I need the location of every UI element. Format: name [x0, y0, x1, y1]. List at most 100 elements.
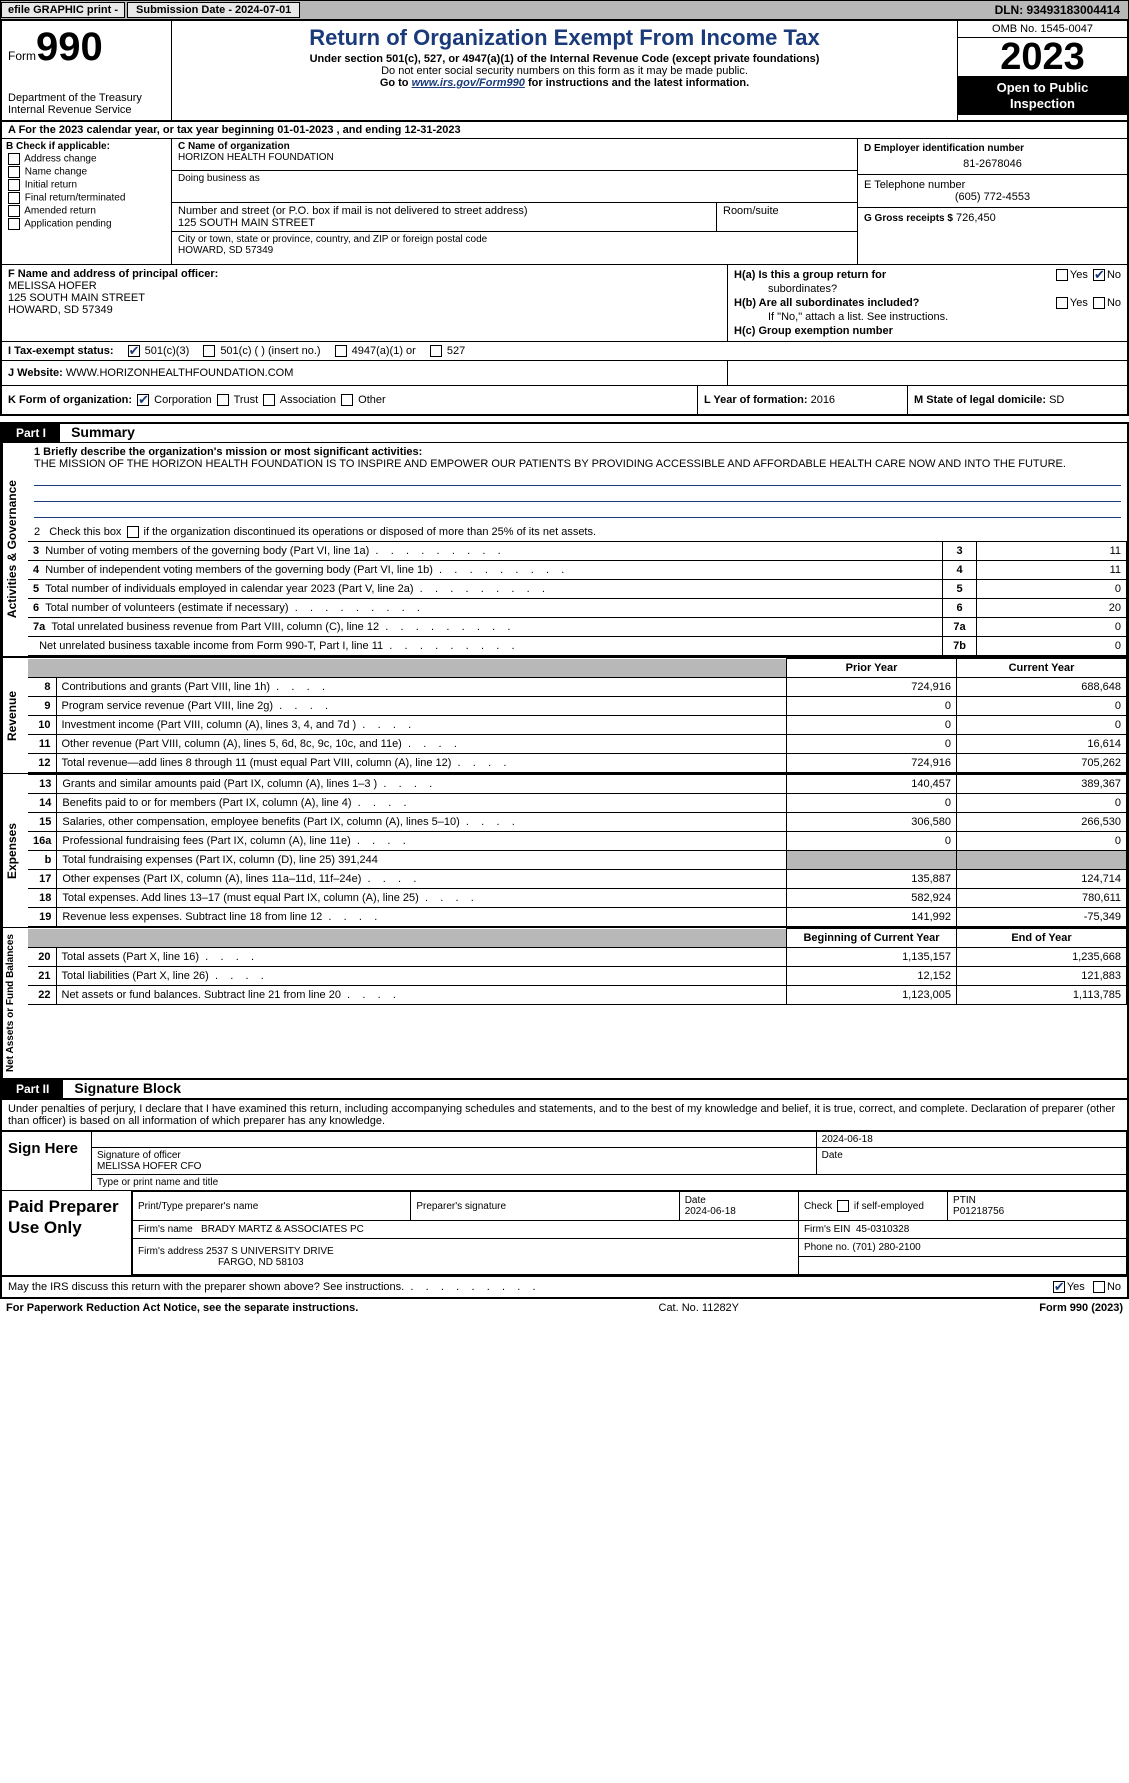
mission-lbl: 1 Briefly describe the organization's mi… — [34, 446, 422, 458]
domicile-val: SD — [1049, 394, 1064, 406]
firm-addr1: 2537 S UNIVERSITY DRIVE — [206, 1246, 334, 1257]
open-inspection: Open to Public Inspection — [958, 76, 1127, 115]
table-row: 14Benefits paid to or for members (Part … — [28, 794, 1127, 813]
chk-501c3[interactable] — [128, 345, 140, 357]
goto-suffix: for instructions and the latest informat… — [525, 77, 749, 89]
form-org-lbl: K Form of organization: — [8, 394, 132, 406]
hb-no[interactable] — [1093, 297, 1105, 309]
inspect-line2: Inspection — [1010, 96, 1075, 111]
chk-address-change[interactable] — [8, 153, 20, 165]
table-row: 22Net assets or fund balances. Subtract … — [28, 986, 1127, 1005]
line2-text: 2 Check this box if the organization dis… — [34, 526, 596, 538]
mission-rule1 — [34, 472, 1121, 486]
chk-amended-return[interactable] — [8, 205, 20, 217]
form-header: Form990 Department of the Treasury Inter… — [0, 20, 1129, 122]
chk-name-change[interactable] — [8, 166, 20, 178]
lbl-address-change: Address change — [24, 154, 96, 165]
netassets-table: Beginning of Current Year End of Year 20… — [28, 928, 1127, 1005]
efile-btn[interactable]: efile GRAPHIC print - — [1, 2, 125, 18]
table-row: 15Salaries, other compensation, employee… — [28, 813, 1127, 832]
ha-yes[interactable] — [1056, 269, 1068, 281]
table-row: 9Program service revenue (Part VIII, lin… — [28, 697, 1127, 716]
chk-self-employed[interactable] — [837, 1200, 849, 1212]
firm-name-lbl: Firm's name — [138, 1224, 193, 1235]
irs-label: Internal Revenue Service — [8, 104, 165, 116]
opt-501c: 501(c) ( ) (insert no.) — [220, 345, 320, 357]
chk-final-return[interactable] — [8, 192, 20, 204]
section-klm: K Form of organization: Corporation Trus… — [0, 386, 1129, 416]
discuss-no[interactable] — [1093, 1281, 1105, 1293]
year-formation-val: 2016 — [811, 394, 835, 406]
opt-527: 527 — [447, 345, 465, 357]
type-name-lbl: Type or print name and title — [92, 1175, 1127, 1191]
table-row: 18Total expenses. Add lines 13–17 (must … — [28, 889, 1127, 908]
chk-4947[interactable] — [335, 345, 347, 357]
inspect-line1: Open to Public — [997, 80, 1089, 95]
street-val: 125 SOUTH MAIN STREET — [178, 217, 710, 229]
row-a-tax-year: A For the 2023 calendar year, or tax yea… — [0, 122, 1129, 139]
firm-name-val: BRADY MARTZ & ASSOCIATES PC — [201, 1224, 364, 1235]
ha-no[interactable] — [1093, 269, 1105, 281]
lbl-initial-return: Initial return — [25, 180, 77, 191]
col-end: End of Year — [957, 929, 1127, 948]
chk-assoc[interactable] — [263, 394, 275, 406]
section-j: J Website: WWW.HORIZONHEALTHFOUNDATION.C… — [0, 361, 1129, 386]
footer-left: For Paperwork Reduction Act Notice, see … — [6, 1302, 358, 1314]
col-b: B Check if applicable: Address change Na… — [2, 139, 172, 264]
domicile-lbl: M State of legal domicile: — [914, 394, 1046, 406]
phone-lbl: Phone no. — [804, 1242, 850, 1253]
table-row: 13Grants and similar amounts paid (Part … — [28, 775, 1127, 794]
irs-link[interactable]: www.irs.gov/Form990 — [412, 77, 525, 89]
prep-date-val: 2024-06-18 — [685, 1206, 736, 1217]
table-row: 17Other expenses (Part IX, column (A), l… — [28, 870, 1127, 889]
firm-addr2: FARGO, ND 58103 — [138, 1257, 304, 1268]
submission-date: Submission Date - 2024-07-01 — [127, 2, 300, 18]
paid-preparer-lbl: Paid Preparer Use Only — [2, 1191, 132, 1275]
ag-table: 3 Number of voting members of the govern… — [28, 541, 1127, 656]
chk-initial-return[interactable] — [8, 179, 20, 191]
chk-app-pending[interactable] — [8, 218, 20, 230]
opt-other: Other — [358, 394, 386, 406]
opt-trust: Trust — [234, 394, 259, 406]
col-current: Current Year — [957, 659, 1127, 678]
sign-here-lbl: Sign Here — [2, 1132, 92, 1190]
ein-lbl: D Employer identification number — [864, 143, 1121, 154]
footer-mid: Cat. No. 11282Y — [358, 1302, 1039, 1314]
opt-501c3: 501(c)(3) — [145, 345, 190, 357]
dln: DLN: 93493183004414 — [995, 3, 1128, 17]
footer-right: Form 990 (2023) — [1039, 1302, 1123, 1314]
part2-title: Signature Block — [66, 1078, 189, 1098]
hb-yes[interactable] — [1056, 297, 1068, 309]
chk-other[interactable] — [341, 394, 353, 406]
header-sub1: Under section 501(c), 527, or 4947(a)(1)… — [178, 53, 951, 65]
sign-date: 2024-06-18 — [816, 1132, 1126, 1148]
date-lbl: Date — [816, 1148, 1126, 1175]
chk-501c[interactable] — [203, 345, 215, 357]
ha2-lbl: subordinates? — [734, 283, 1121, 295]
mission-text: THE MISSION OF THE HORIZON HEALTH FOUNDA… — [34, 458, 1066, 470]
header-mid: Return of Organization Exempt From Incom… — [172, 21, 957, 120]
prep-sig-lbl: Preparer's signature — [411, 1192, 679, 1221]
tax-exempt-lbl: I Tax-exempt status: — [8, 345, 114, 357]
hb-lbl: H(b) Are all subordinates included? — [734, 297, 919, 309]
chk-trust[interactable] — [217, 394, 229, 406]
chk-corp[interactable] — [137, 394, 149, 406]
table-row: 21Total liabilities (Part X, line 26)12,… — [28, 967, 1127, 986]
officer-name: MELISSA HOFER — [8, 280, 721, 292]
discuss-yes[interactable] — [1053, 1281, 1065, 1293]
table-row: 3 Number of voting members of the govern… — [28, 542, 1127, 561]
street-lbl: Number and street (or P.O. box if mail i… — [178, 205, 710, 217]
year-formation-lbl: L Year of formation: — [704, 394, 808, 406]
lbl-name-change: Name change — [25, 167, 87, 178]
dba-lbl: Doing business as — [178, 173, 851, 184]
prep-date-lbl: Date — [685, 1195, 706, 1206]
chk-discontinued[interactable] — [127, 526, 139, 538]
opt-assoc: Association — [280, 394, 336, 406]
org-name: HORIZON HEALTH FOUNDATION — [178, 152, 851, 163]
firm-ein-lbl: Firm's EIN — [804, 1224, 850, 1235]
sig-officer-name: MELISSA HOFER CFO — [97, 1161, 201, 1172]
activities-governance: Activities & Governance 1 Briefly descri… — [0, 443, 1129, 658]
col-f: F Name and address of principal officer:… — [2, 265, 727, 341]
discuss-no-lbl: No — [1107, 1281, 1121, 1293]
chk-527[interactable] — [430, 345, 442, 357]
